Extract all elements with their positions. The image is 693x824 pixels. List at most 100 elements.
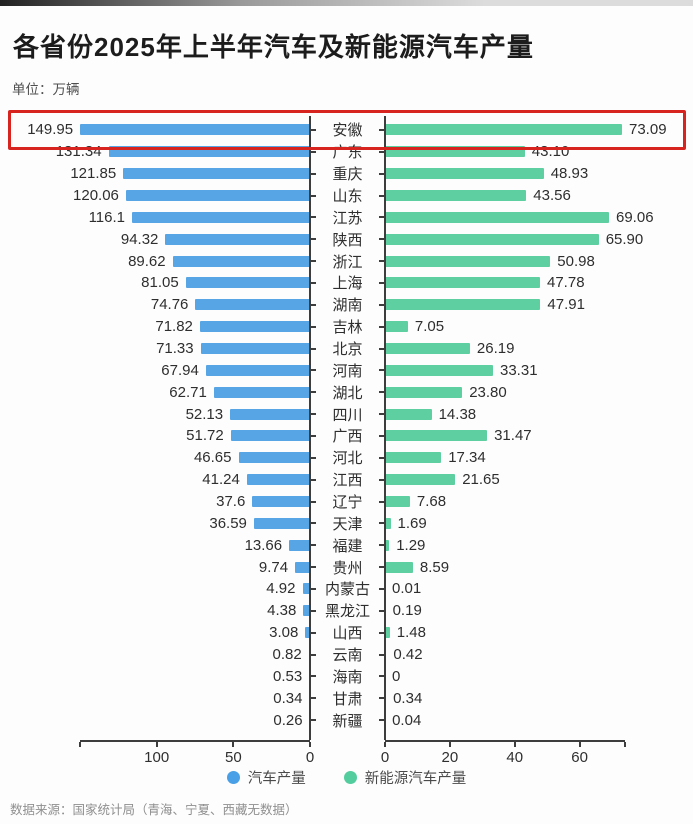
province-name: 云南 (332, 647, 363, 665)
data-source-note: 数据来源：国家统计局（青海、宁夏、西藏无数据） (10, 803, 298, 817)
left-axis-tick (311, 150, 316, 153)
auto-value-label: 36.59 (209, 514, 247, 532)
auto-value-label: 41.24 (202, 471, 240, 489)
province-row: 149.95 安徽 73.09 (0, 119, 693, 141)
province-label-cell: 安徽 (310, 119, 385, 141)
auto-production-cell: 13.66 (0, 537, 310, 554)
auto-production-cell: 3.08 (0, 624, 310, 641)
nev-production-cell: 50.98 (385, 253, 693, 270)
auto-value-label: 120.06 (73, 187, 119, 204)
auto-value-label: 74.76 (150, 296, 189, 314)
province-label-cell: 甘肃 (310, 687, 385, 709)
left-axis-tick (311, 631, 316, 634)
left-axis-tick (311, 675, 316, 678)
auto-bar (108, 146, 310, 158)
right-axis-tick (379, 719, 384, 722)
left-axis-tick (311, 281, 316, 284)
nev-production-cell: 1.29 (385, 537, 693, 554)
auto-bar (80, 124, 310, 136)
auto-production-cell: 81.05 (0, 274, 310, 291)
auto-production-cell: 41.24 (0, 471, 310, 488)
auto-value-label: 149.95 (27, 121, 74, 139)
province-name: 安徽 (332, 122, 363, 140)
auto-value-label: 67.94 (161, 361, 199, 379)
nev-value-label: 14.38 (438, 405, 477, 423)
unit-label: 单位：万辆 (12, 82, 80, 97)
province-row: 62.71 湖北 23.80 (0, 381, 693, 403)
auto-production-cell: 4.92 (0, 580, 310, 597)
chart-title: 各省份2025年上半年汽车及新能源汽车产量 (13, 32, 534, 62)
nev-bar (385, 343, 470, 355)
province-name: 福建 (332, 537, 363, 555)
province-name: 辽宁 (332, 494, 363, 512)
nev-value-label: 47.91 (547, 296, 585, 314)
province-label-cell: 上海 (310, 272, 385, 294)
province-label-cell: 湖南 (310, 294, 385, 316)
left-axis-tick (311, 719, 316, 722)
top-edge-strip (0, 0, 693, 6)
nev-bar (385, 146, 525, 158)
right-axis-tick (379, 150, 384, 153)
auto-production-cell: 9.74 (0, 559, 310, 576)
x-axis-tick-label: 0 (380, 749, 390, 766)
province-row: 0.53 海南 0 (0, 665, 693, 687)
province-label-cell: 山东 (310, 185, 385, 207)
nev-production-cell: 73.09 (385, 121, 693, 138)
x-axis-tick (624, 742, 626, 747)
nev-bar (385, 517, 391, 529)
nev-bar (385, 168, 544, 180)
nev-bar (385, 452, 442, 464)
province-name: 新疆 (332, 712, 363, 730)
nev-value-label: 33.31 (500, 361, 538, 379)
right-axis-tick (379, 456, 384, 459)
province-name: 广西 (332, 428, 363, 446)
province-row: 4.38 黑龙江 0.19 (0, 600, 693, 622)
auto-value-label: 116.1 (88, 208, 125, 226)
nev-bar (385, 321, 408, 333)
right-axis-tick (379, 587, 384, 590)
province-name: 上海 (332, 275, 363, 293)
auto-bar (253, 517, 310, 529)
right-axis-tick (379, 391, 384, 394)
province-label-cell: 河南 (310, 359, 385, 381)
nev-value-label: 0.04 (392, 711, 422, 729)
auto-bar (295, 561, 310, 573)
nev-value-label: 0.42 (393, 646, 423, 664)
left-axis-tick (311, 587, 316, 590)
province-name: 河南 (332, 362, 363, 380)
auto-value-label: 4.92 (266, 580, 296, 598)
province-row: 4.92 内蒙古 0.01 (0, 578, 693, 600)
auto-production-cell: 0.34 (0, 690, 310, 707)
nev-production-cell: 23.80 (385, 384, 693, 401)
nev-bar (385, 233, 599, 245)
auto-value-label: 0.34 (273, 689, 303, 707)
x-axis-tick-label: 50 (224, 749, 242, 766)
right-axis-tick (379, 194, 384, 197)
auto-value-label: 71.82 (155, 318, 193, 336)
province-label-cell: 吉林 (310, 316, 385, 338)
province-label-cell: 重庆 (310, 163, 385, 185)
province-label-cell: 云南 (310, 644, 385, 666)
province-name: 北京 (332, 341, 363, 359)
province-row: 120.06 山东 43.56 (0, 185, 693, 207)
nev-production-cell: 7.68 (385, 493, 693, 510)
left-axis-tick (311, 456, 316, 459)
right-axis-tick (379, 128, 384, 131)
auto-value-label: 51.72 (186, 427, 224, 445)
right-axis-tick (379, 675, 384, 678)
province-row: 51.72 广西 31.47 (0, 425, 693, 447)
right-axis-tick (379, 260, 384, 263)
province-label-cell: 湖北 (310, 381, 385, 403)
province-label-cell: 河北 (310, 447, 385, 469)
auto-bar (252, 496, 310, 508)
auto-production-cell: 94.32 (0, 231, 310, 248)
auto-production-cell: 36.59 (0, 515, 310, 532)
nev-value-label: 31.47 (494, 427, 532, 445)
auto-value-label: 46.65 (193, 449, 232, 467)
province-label-cell: 山西 (310, 622, 385, 644)
auto-production-cell: 74.76 (0, 296, 310, 313)
auto-bar (246, 474, 310, 486)
left-axis-tick (311, 128, 316, 131)
province-label-cell: 江西 (310, 469, 385, 491)
nev-production-cell: 48.93 (385, 165, 693, 182)
